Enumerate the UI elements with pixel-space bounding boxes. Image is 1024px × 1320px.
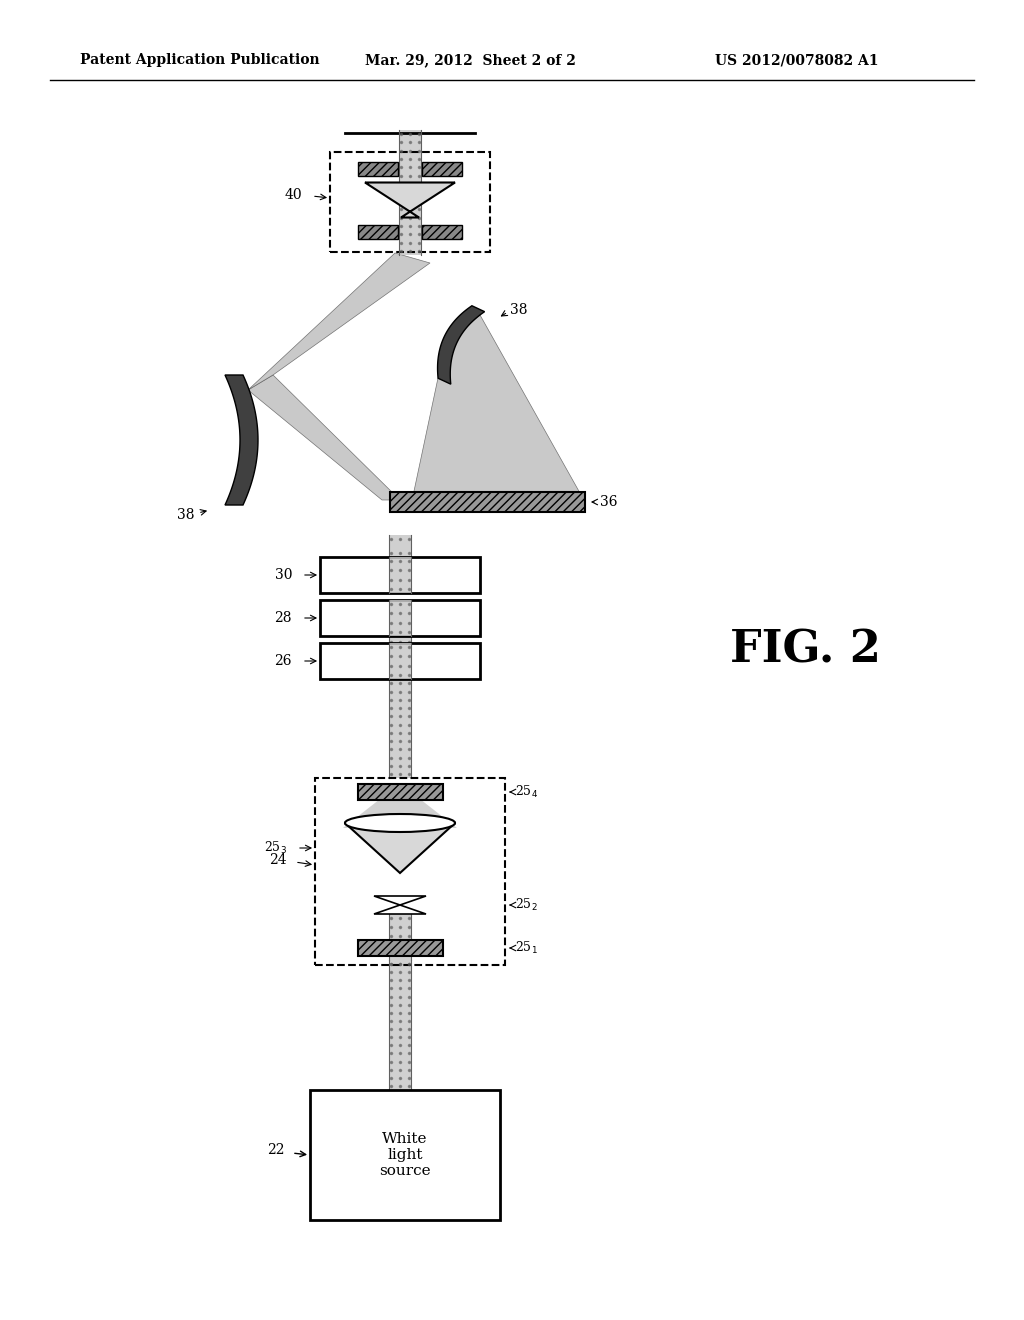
Polygon shape <box>365 182 455 218</box>
Ellipse shape <box>345 817 455 829</box>
Text: Patent Application Publication: Patent Application Publication <box>80 53 319 67</box>
Bar <box>315 777 505 965</box>
Polygon shape <box>345 822 455 873</box>
Polygon shape <box>374 906 426 913</box>
Bar <box>389 913 411 940</box>
Bar <box>358 162 398 176</box>
Text: White
light
source: White light source <box>379 1131 431 1179</box>
Text: 25$_4$: 25$_4$ <box>515 784 538 800</box>
Text: 38: 38 <box>177 508 195 521</box>
Bar <box>330 152 490 252</box>
Ellipse shape <box>345 814 455 832</box>
Text: 25$_1$: 25$_1$ <box>515 940 538 956</box>
Text: 38: 38 <box>510 304 527 317</box>
Bar <box>422 162 462 176</box>
Bar <box>389 557 411 593</box>
Text: 36: 36 <box>600 495 617 510</box>
Bar <box>319 557 480 593</box>
Bar <box>389 601 411 636</box>
Text: 40: 40 <box>285 187 302 202</box>
Text: 25$_3$: 25$_3$ <box>264 840 287 857</box>
Bar <box>389 535 411 557</box>
Bar <box>389 956 411 960</box>
Bar <box>357 940 442 956</box>
Polygon shape <box>343 792 457 828</box>
Bar <box>399 129 421 255</box>
Polygon shape <box>374 896 426 906</box>
Bar <box>389 960 411 1090</box>
Text: Mar. 29, 2012  Sheet 2 of 2: Mar. 29, 2012 Sheet 2 of 2 <box>365 53 575 67</box>
Polygon shape <box>410 315 585 510</box>
Text: 24: 24 <box>269 853 287 867</box>
Text: US 2012/0078082 A1: US 2012/0078082 A1 <box>715 53 879 67</box>
Polygon shape <box>248 375 400 500</box>
Bar <box>390 492 585 512</box>
Bar <box>358 224 398 239</box>
Bar <box>389 643 411 678</box>
Text: 26: 26 <box>274 653 292 668</box>
Polygon shape <box>248 253 430 389</box>
Bar <box>357 784 442 800</box>
Text: 22: 22 <box>267 1143 285 1158</box>
Bar <box>319 601 480 636</box>
Polygon shape <box>225 375 258 506</box>
Text: 28: 28 <box>274 611 292 624</box>
Bar <box>319 643 480 678</box>
Polygon shape <box>437 306 484 384</box>
Text: 30: 30 <box>274 568 292 582</box>
Bar <box>310 1090 500 1220</box>
Bar <box>389 630 411 777</box>
Text: 25$_2$: 25$_2$ <box>515 898 538 913</box>
Bar <box>422 224 462 239</box>
Text: FIG. 2: FIG. 2 <box>730 628 881 672</box>
